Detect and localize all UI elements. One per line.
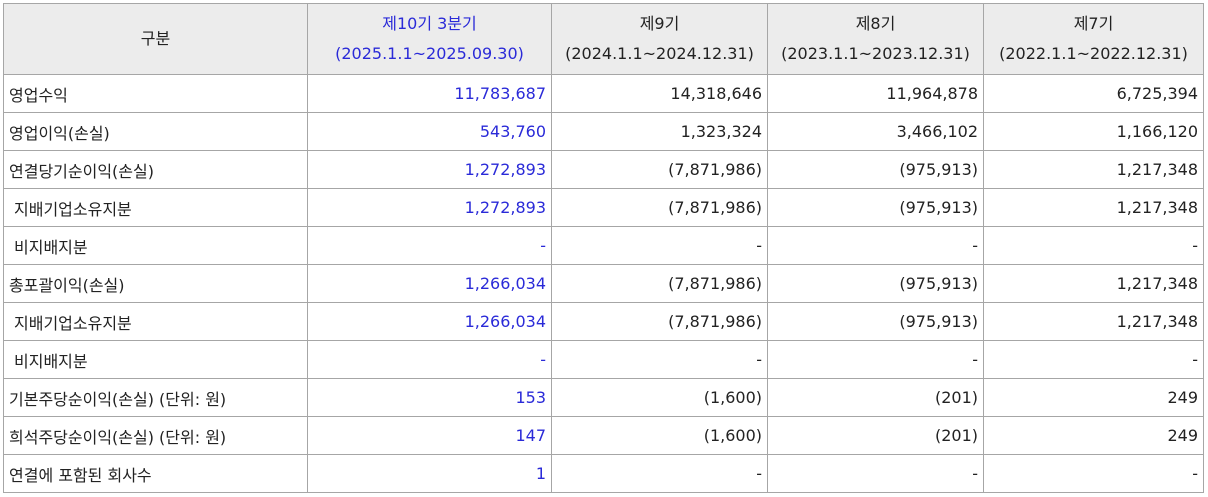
header-period-7: 제7기 (2022.1.1~2022.12.31)	[983, 3, 1204, 75]
cell-value: -	[983, 454, 1204, 493]
cell-value: (975,913)	[767, 264, 984, 303]
cell-value: -	[767, 340, 984, 379]
header-period: (2025.1.1~2025.09.30)	[335, 44, 524, 63]
table-row: 희석주당순이익(손실) (단위: 원) 147 (1,600) (201) 24…	[3, 416, 1204, 455]
cell-value: -	[767, 226, 984, 265]
cell-value: -	[551, 226, 768, 265]
row-label: 연결에 포함된 회사수	[3, 454, 308, 493]
cell-value: (975,913)	[767, 188, 984, 227]
cell-value: (7,871,986)	[551, 302, 768, 341]
cell-value: 249	[983, 378, 1204, 417]
row-label: 기본주당순이익(손실) (단위: 원)	[3, 378, 308, 417]
header-title: 제8기	[855, 14, 896, 33]
header-period: (2022.1.1~2022.12.31)	[999, 44, 1188, 63]
row-label: 영업이익(손실)	[3, 112, 308, 151]
cell-value: 1,217,348	[983, 188, 1204, 227]
financial-summary-table: 구분 제10기 3분기 (2025.1.1~2025.09.30) 제9기 (2…	[3, 3, 1204, 493]
cell-value: 6,725,394	[983, 74, 1204, 113]
cell-value: -	[307, 340, 552, 379]
cell-value: (1,600)	[551, 416, 768, 455]
row-label: 희석주당순이익(손실) (단위: 원)	[3, 416, 308, 455]
row-label: 지배기업소유지분	[3, 188, 308, 227]
header-title: 제9기	[639, 14, 680, 33]
table-row: 영업이익(손실) 543,760 1,323,324 3,466,102 1,1…	[3, 112, 1204, 151]
cell-value: -	[983, 226, 1204, 265]
cell-value: (7,871,986)	[551, 188, 768, 227]
table-row: 비지배지분 - - - -	[3, 226, 1204, 265]
header-row: 구분 제10기 3분기 (2025.1.1~2025.09.30) 제9기 (2…	[3, 3, 1204, 75]
cell-value: 1,166,120	[983, 112, 1204, 151]
cell-value: (7,871,986)	[551, 150, 768, 189]
cell-value: 1,266,034	[307, 264, 552, 303]
cell-value: 11,964,878	[767, 74, 984, 113]
header-period: (2024.1.1~2024.12.31)	[565, 44, 754, 63]
cell-value: -	[551, 340, 768, 379]
table-row: 연결에 포함된 회사수 1 - - -	[3, 454, 1204, 493]
cell-value: -	[983, 340, 1204, 379]
cell-value: (201)	[767, 416, 984, 455]
cell-value: 3,466,102	[767, 112, 984, 151]
cell-value: -	[307, 226, 552, 265]
row-label: 연결당기순이익(손실)	[3, 150, 308, 189]
cell-value: 1,272,893	[307, 150, 552, 189]
row-label: 영업수익	[3, 74, 308, 113]
header-period-9: 제9기 (2024.1.1~2024.12.31)	[551, 3, 768, 75]
table-row: 총포괄이익(손실) 1,266,034 (7,871,986) (975,913…	[3, 264, 1204, 303]
cell-value: 249	[983, 416, 1204, 455]
cell-value: 543,760	[307, 112, 552, 151]
table-row: 비지배지분 - - - -	[3, 340, 1204, 379]
table-row: 영업수익 11,783,687 14,318,646 11,964,878 6,…	[3, 74, 1204, 113]
cell-value: 1	[307, 454, 552, 493]
header-category: 구분	[3, 3, 308, 75]
header-period: (2023.1.1~2023.12.31)	[781, 44, 970, 63]
cell-value: 1,217,348	[983, 264, 1204, 303]
table-row: 지배기업소유지분 1,272,893 (7,871,986) (975,913)…	[3, 188, 1204, 227]
cell-value: 1,272,893	[307, 188, 552, 227]
cell-value: 14,318,646	[551, 74, 768, 113]
cell-value: (1,600)	[551, 378, 768, 417]
cell-value: 11,783,687	[307, 74, 552, 113]
cell-value: 1,323,324	[551, 112, 768, 151]
header-title: 제7기	[1073, 14, 1114, 33]
cell-value: (975,913)	[767, 150, 984, 189]
header-period-q3: 제10기 3분기 (2025.1.1~2025.09.30)	[307, 3, 552, 75]
cell-value: (201)	[767, 378, 984, 417]
table-row: 지배기업소유지분 1,266,034 (7,871,986) (975,913)…	[3, 302, 1204, 341]
cell-value: 147	[307, 416, 552, 455]
cell-value: -	[767, 454, 984, 493]
row-label: 총포괄이익(손실)	[3, 264, 308, 303]
row-label: 비지배지분	[3, 226, 308, 265]
row-label: 비지배지분	[3, 340, 308, 379]
header-period-8: 제8기 (2023.1.1~2023.12.31)	[767, 3, 984, 75]
cell-value: -	[551, 454, 768, 493]
cell-value: 1,217,348	[983, 150, 1204, 189]
row-label: 지배기업소유지분	[3, 302, 308, 341]
cell-value: (7,871,986)	[551, 264, 768, 303]
cell-value: 153	[307, 378, 552, 417]
cell-value: 1,217,348	[983, 302, 1204, 341]
header-title: 제10기 3분기	[382, 14, 477, 33]
table-row: 연결당기순이익(손실) 1,272,893 (7,871,986) (975,9…	[3, 150, 1204, 189]
table-row: 기본주당순이익(손실) (단위: 원) 153 (1,600) (201) 24…	[3, 378, 1204, 417]
cell-value: 1,266,034	[307, 302, 552, 341]
cell-value: (975,913)	[767, 302, 984, 341]
